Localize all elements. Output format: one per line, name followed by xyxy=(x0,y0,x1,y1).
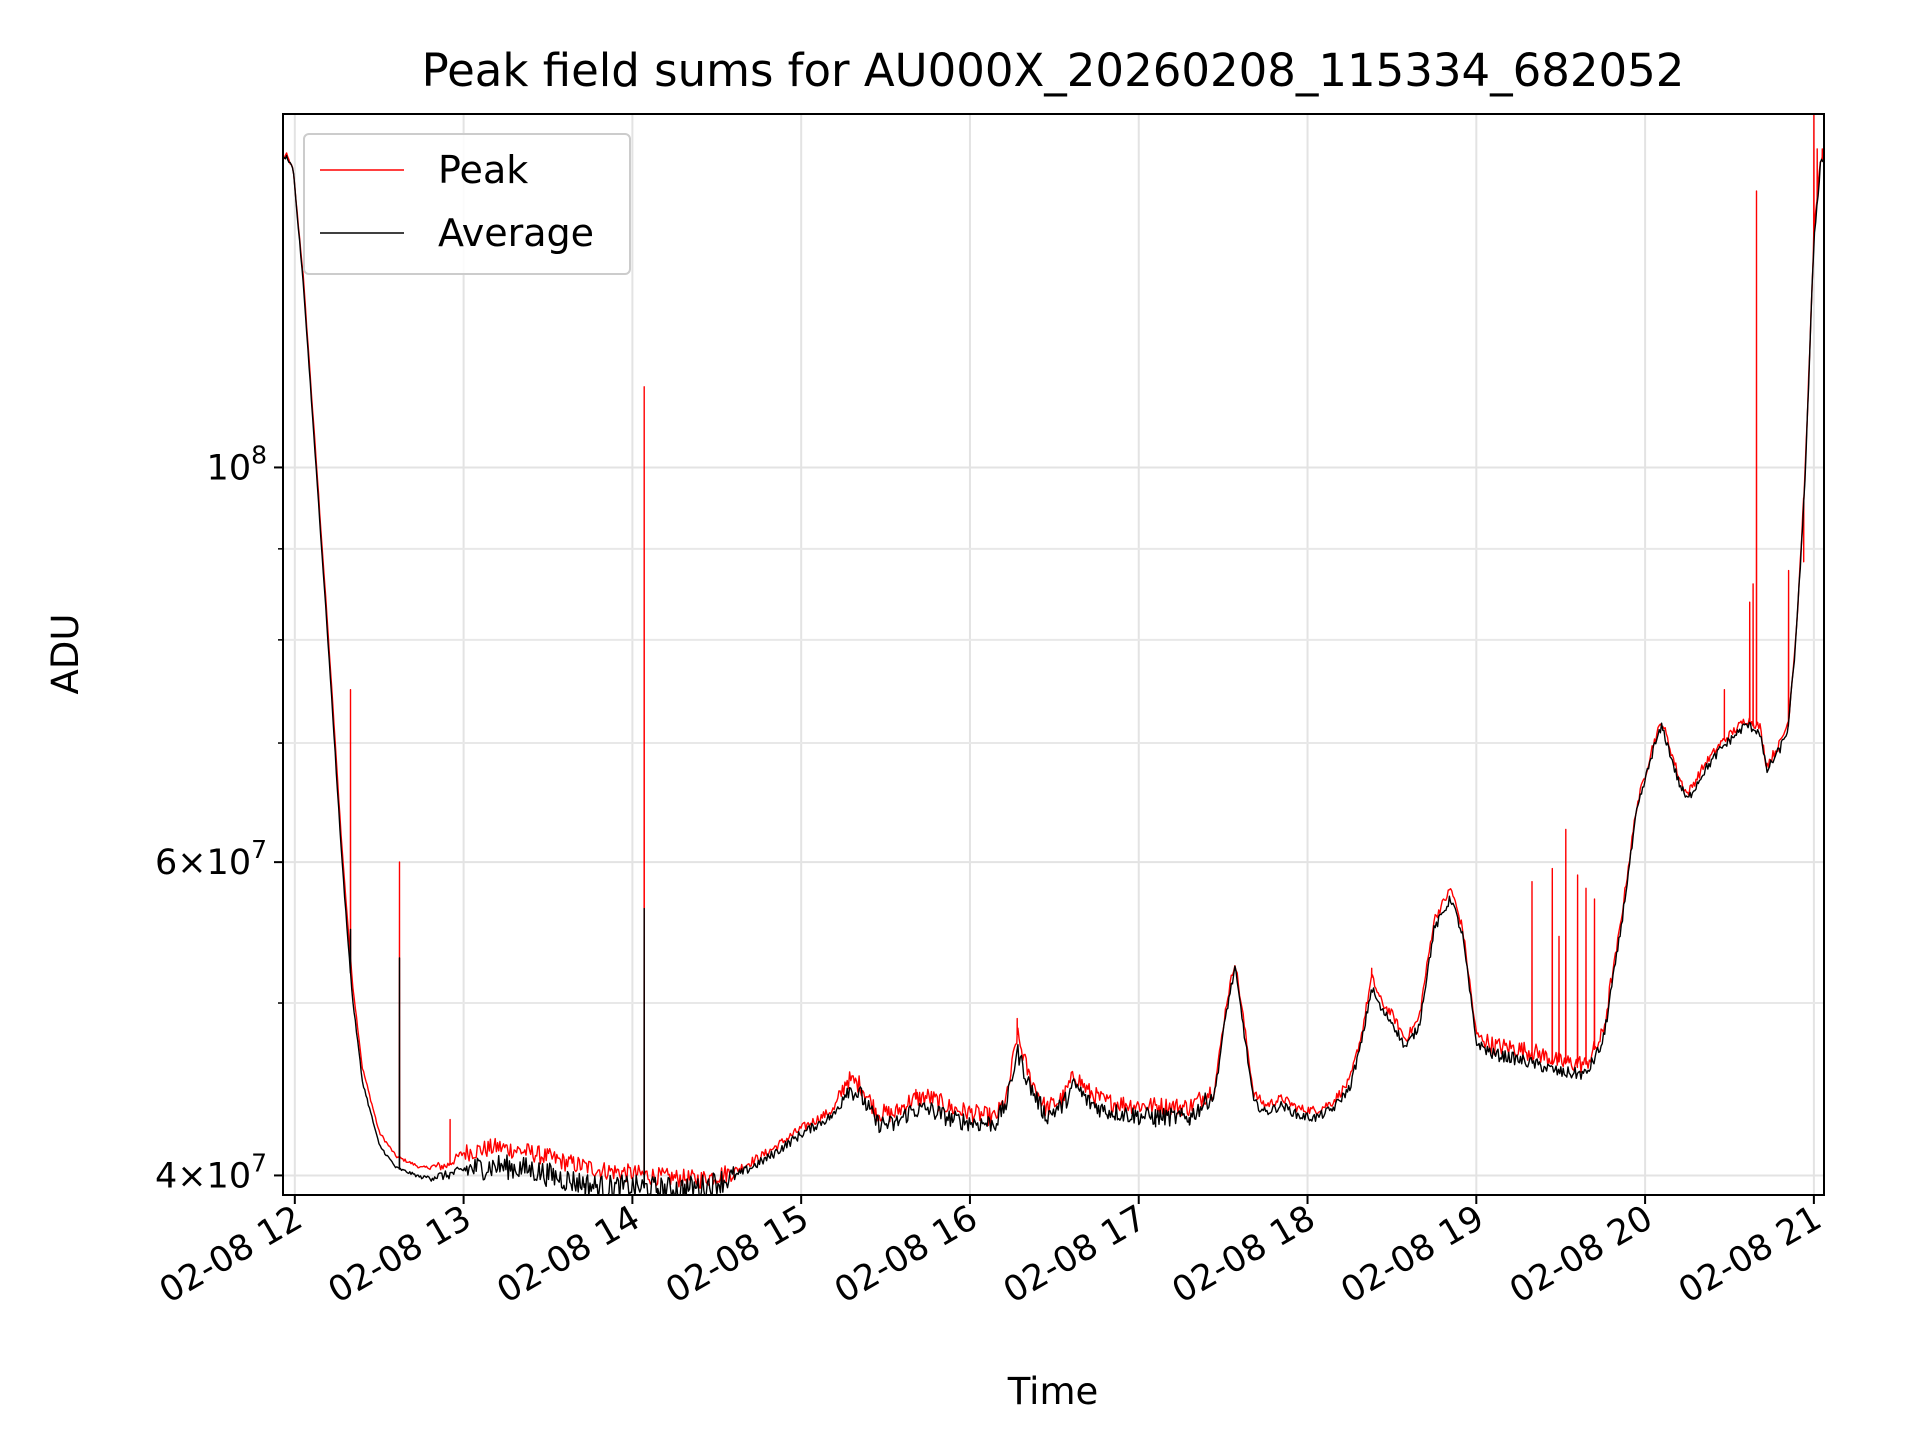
legend-box xyxy=(303,133,631,275)
y-axis-label: ADU xyxy=(44,614,87,695)
y-tick-label: 6×107 xyxy=(155,835,267,883)
legend-average-label: Average xyxy=(438,211,594,255)
series-line-peak xyxy=(283,114,1824,1189)
legend: Peak Average xyxy=(303,133,631,275)
y-tick-label: 108 xyxy=(207,440,267,488)
plot-frame xyxy=(282,113,1825,1196)
series-layer xyxy=(283,114,1824,1195)
x-axis-label: Time xyxy=(1007,1370,1099,1413)
y-tick-label: 4×107 xyxy=(155,1148,267,1196)
chart-title: Peak field sums for AU000X_20260208_1153… xyxy=(422,44,1685,97)
grid-layer xyxy=(283,114,1824,1195)
series-line-average xyxy=(283,154,1824,1195)
plot-area-background xyxy=(283,114,1824,1195)
legend-peak-label: Peak xyxy=(438,148,528,192)
